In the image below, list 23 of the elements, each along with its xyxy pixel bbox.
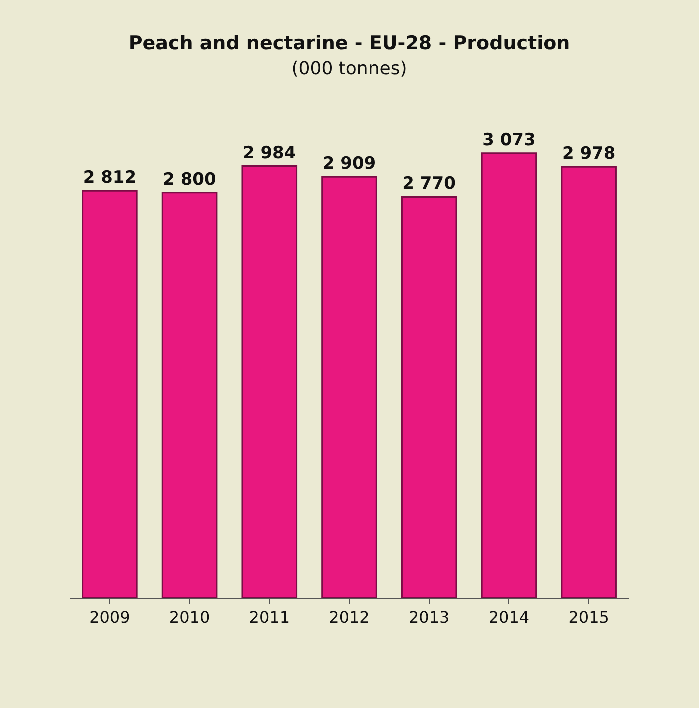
x-tick-label: 2011: [249, 608, 290, 628]
x-tick-label: 2010: [169, 608, 210, 628]
bar: [82, 190, 138, 598]
bar: [242, 166, 298, 598]
x-tick-label: 2013: [409, 608, 450, 628]
bar: [162, 192, 218, 598]
data-label: 3 073: [482, 130, 536, 150]
x-tick-label: 2014: [488, 608, 530, 628]
bar: [561, 166, 617, 598]
chart-title: Peach and nectarine - EU-28 - Production: [128, 32, 570, 55]
x-tick-label: 2015: [568, 608, 610, 628]
data-label: 2 984: [242, 143, 296, 164]
chart-subtitle: (000 tonnes): [292, 58, 408, 80]
bar: [481, 152, 538, 598]
bar: [401, 196, 458, 598]
data-label: 2 909: [322, 154, 376, 174]
data-label: 2 800: [163, 170, 216, 190]
bar: [322, 176, 378, 598]
data-label: 2 978: [562, 144, 616, 164]
x-tick-label: 2012: [329, 608, 370, 628]
x-tick-label: 2009: [90, 608, 130, 628]
data-label: 2 812: [83, 168, 137, 188]
data-label: 2 770: [402, 174, 456, 194]
